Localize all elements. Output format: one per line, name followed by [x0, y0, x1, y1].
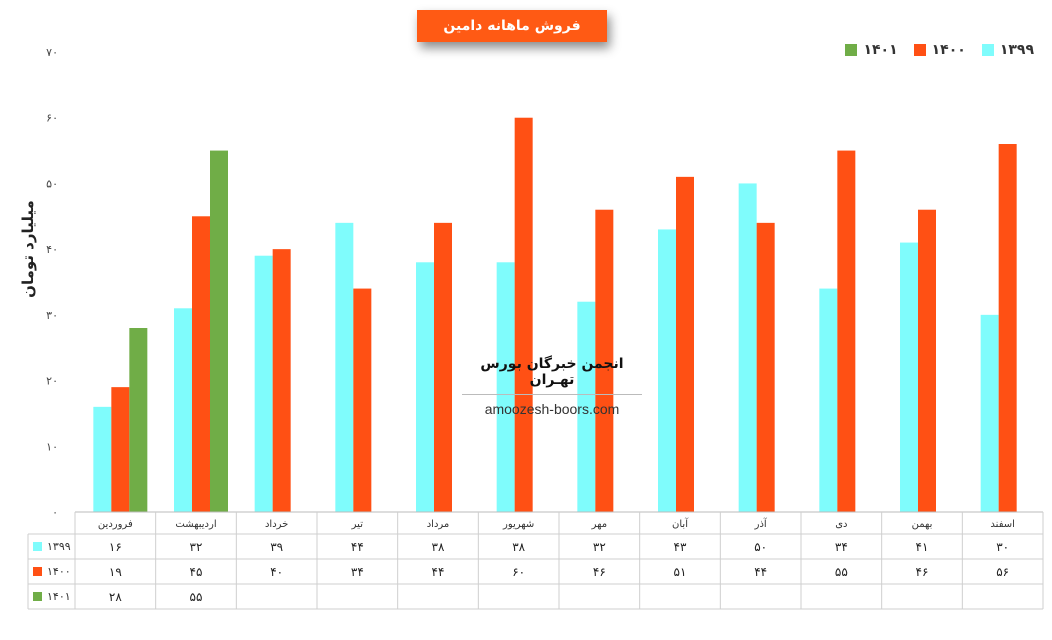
bar-1-11 [998, 144, 1017, 512]
table-legend-swatch [33, 567, 42, 576]
bar-1-10 [918, 209, 936, 512]
category-label: دی [835, 519, 847, 530]
data-label: ۴۵ [190, 565, 203, 579]
legend-swatch-1401 [845, 44, 858, 56]
watermark-title: انجمن خبرگان بورس تهـران [462, 356, 642, 395]
data-label: ۳۲ [190, 540, 203, 554]
y-tick-label: ۷۰ [46, 46, 58, 59]
data-label: ۲۸ [109, 590, 122, 604]
watermark-url: amoozesh-boors.com [484, 401, 620, 417]
y-axis-label: میلیارد تومان [19, 200, 37, 298]
category-label: آذر [754, 517, 768, 530]
bar-0-3 [335, 222, 354, 512]
bar-1-7 [676, 176, 694, 512]
data-label: ۵۰ [754, 540, 767, 554]
legend-item-1400: ۱۴۰۰ [913, 42, 966, 58]
bar-0-0 [93, 406, 112, 512]
data-label: ۵۱ [674, 565, 687, 579]
bar-2-1 [210, 150, 228, 513]
bar-2-0 [129, 328, 148, 512]
category-label: فروردین [98, 519, 133, 530]
bar-0-5 [496, 262, 515, 512]
y-tick-label: ۲۰ [46, 375, 58, 388]
category-label: شهریور [502, 519, 534, 530]
legend-item-1399: ۱۳۹۹ [981, 42, 1034, 58]
data-label: ۳۰ [996, 540, 1009, 554]
legend-swatch-1399 [981, 44, 994, 56]
table-series-label: ۱۴۰۰ [47, 565, 71, 578]
legend: ۱۴۰۱ ۱۴۰۰ ۱۳۹۹ [845, 42, 1034, 58]
legend-label-1400: ۱۴۰۰ [931, 42, 966, 58]
data-label: ۴۳ [674, 540, 687, 554]
category-label: اردیبهشت [175, 519, 216, 530]
data-label: ۱۹ [109, 565, 122, 579]
data-label: ۴۴ [432, 565, 445, 579]
bar-0-6 [577, 301, 596, 512]
bar-1-8 [756, 222, 775, 512]
table-legend-swatch [33, 592, 42, 601]
category-label: آبان [672, 517, 689, 530]
bar-1-0 [111, 387, 130, 512]
legend-label-1399: ۱۳۹۹ [999, 42, 1034, 58]
y-tick-label: ۰ [52, 506, 58, 519]
bar-0-11 [980, 314, 999, 512]
category-label: تیر [351, 519, 364, 530]
y-tick-label: ۵۰ [46, 177, 58, 190]
y-tick-label: ۱۰ [46, 440, 58, 453]
data-label: ۵۵ [835, 565, 848, 579]
y-tick-label: ۶۰ [46, 112, 58, 125]
bar-0-8 [738, 183, 757, 512]
watermark: انجمن خبرگان بورس تهـران amoozesh-boors.… [462, 356, 642, 417]
bar-0-7 [658, 229, 676, 512]
data-label: ۴۶ [916, 565, 929, 579]
legend-label-1401: ۱۴۰۱ [863, 42, 898, 58]
bar-1-9 [837, 150, 856, 513]
data-label: ۳۹ [270, 540, 283, 554]
data-label: ۵۶ [996, 565, 1009, 579]
bar-0-10 [900, 242, 918, 513]
bar-1-2 [272, 249, 291, 512]
legend-item-1401: ۱۴۰۱ [845, 42, 898, 58]
bar-1-6 [595, 209, 614, 512]
bar-0-1 [174, 308, 192, 512]
bar-0-2 [254, 255, 273, 512]
category-label: اسفند [990, 519, 1014, 530]
bar-1-4 [434, 222, 452, 512]
category-label: بهمن [912, 519, 933, 530]
data-label: ۳۲ [593, 540, 606, 554]
data-label: ۴۴ [351, 540, 364, 554]
table-series-label: ۱۴۰۱ [47, 590, 71, 603]
data-label: ۵۵ [190, 590, 203, 604]
bar-0-9 [819, 288, 838, 512]
bar-0-4 [416, 262, 434, 512]
chart-title-box: فروش ماهانه دامین [417, 10, 607, 42]
data-label: ۶۰ [512, 565, 525, 579]
legend-swatch-1400 [913, 44, 926, 56]
data-label: ۴۱ [916, 540, 929, 554]
chart-title: فروش ماهانه دامین [443, 18, 581, 34]
bar-1-1 [192, 216, 210, 513]
data-label: ۳۸ [432, 540, 445, 554]
data-label: ۳۸ [512, 540, 525, 554]
y-tick-label: ۳۰ [46, 309, 58, 322]
data-label: ۱۶ [109, 540, 122, 554]
table-series-label: ۱۳۹۹ [47, 540, 71, 553]
bar-1-5 [514, 117, 533, 512]
category-label: خرداد [265, 519, 288, 530]
category-label: مرداد [427, 519, 450, 530]
data-label: ۴۰ [270, 565, 283, 579]
data-label: ۴۴ [754, 565, 767, 579]
data-label: ۳۴ [351, 565, 364, 579]
data-label: ۳۴ [835, 540, 848, 554]
category-label: مهر [591, 519, 607, 530]
bar-1-3 [353, 288, 372, 512]
table-legend-swatch [33, 542, 42, 551]
data-label: ۴۶ [593, 565, 606, 579]
y-tick-label: ۴۰ [46, 243, 58, 256]
